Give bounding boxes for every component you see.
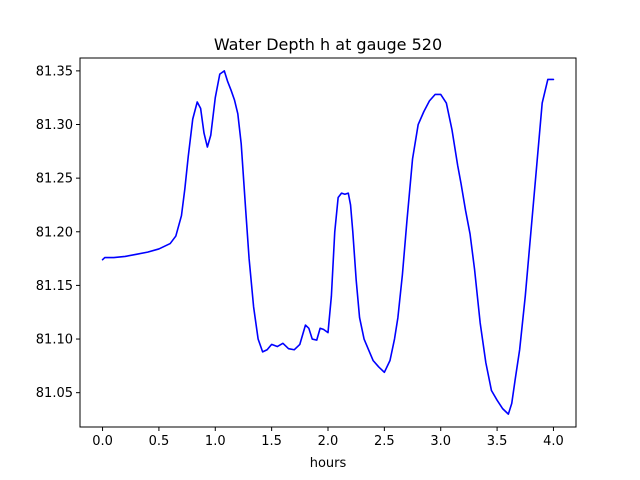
x-tick-label: 1.0 bbox=[205, 434, 226, 449]
x-axis-label: hours bbox=[310, 456, 347, 471]
x-tick-label: 2.0 bbox=[318, 434, 339, 449]
y-tick-label: 81.30 bbox=[36, 118, 73, 133]
x-tick-label: 0.0 bbox=[92, 434, 113, 449]
x-tick-label: 4.0 bbox=[543, 434, 564, 449]
chart-title: Water Depth h at gauge 520 bbox=[214, 35, 442, 54]
plot-area bbox=[101, 70, 555, 415]
y-tick-label: 81.10 bbox=[36, 333, 73, 348]
y-tick-label: 81.25 bbox=[36, 172, 73, 187]
x-axis-ticks: 0.0 0.5 1.0 1.5 2.0 2.5 3.0 3.5 4.0 bbox=[92, 427, 564, 449]
x-tick-label: 0.5 bbox=[149, 434, 170, 449]
x-tick-label: 3.0 bbox=[430, 434, 451, 449]
x-tick-label: 3.5 bbox=[487, 434, 508, 449]
y-tick-label: 81.15 bbox=[36, 279, 73, 294]
y-tick-label: 81.35 bbox=[36, 64, 73, 79]
x-tick-label: 2.5 bbox=[374, 434, 395, 449]
y-tick-label: 81.05 bbox=[36, 386, 73, 401]
x-tick-label: 1.5 bbox=[261, 434, 282, 449]
series-line-0 bbox=[101, 70, 555, 415]
y-axis-ticks: 81.05 81.10 81.15 81.20 81.25 81.30 81.35 bbox=[36, 64, 80, 401]
y-tick-label: 81.20 bbox=[36, 225, 73, 240]
